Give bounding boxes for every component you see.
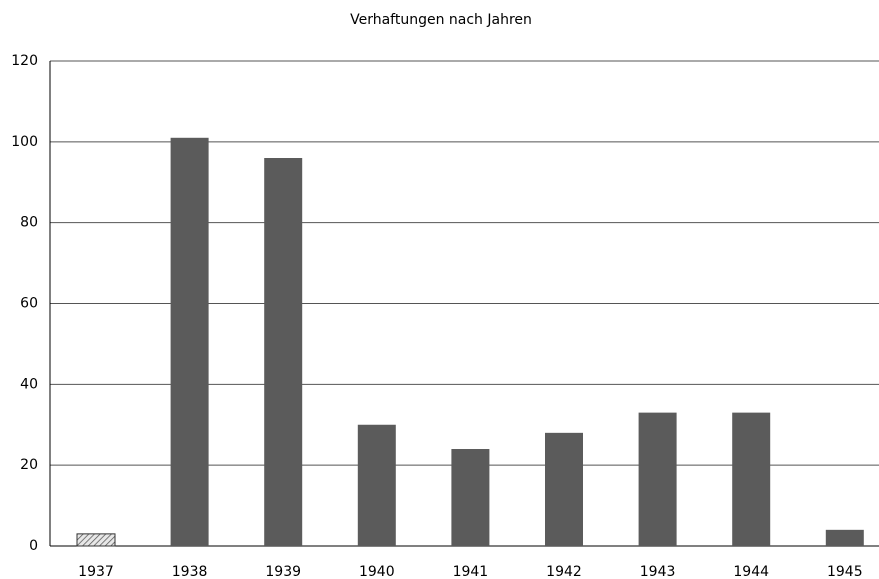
x-tick-label: 1941 xyxy=(453,564,489,579)
x-tick-label: 1945 xyxy=(827,564,863,579)
y-tick-label: 120 xyxy=(11,53,38,69)
bar xyxy=(732,412,771,546)
y-tick-label: 20 xyxy=(20,457,38,473)
chart-title: Verhaftungen nach Jahren xyxy=(350,12,532,28)
x-tick-label: 1939 xyxy=(265,564,301,579)
y-tick-label: 60 xyxy=(20,296,38,312)
y-tick-label: 0 xyxy=(29,538,38,554)
x-tick-label: 1940 xyxy=(359,564,395,579)
x-tick-label: 1942 xyxy=(546,564,582,579)
bar xyxy=(825,529,864,546)
x-tick-label: 1944 xyxy=(733,564,769,579)
bar xyxy=(545,432,583,546)
y-tick-label: 80 xyxy=(20,215,38,231)
x-tick-label: 1937 xyxy=(78,564,114,579)
bar xyxy=(451,449,490,546)
y-tick-label: 100 xyxy=(11,134,38,150)
x-tick-label: 1938 xyxy=(172,564,208,579)
bar xyxy=(638,412,677,546)
y-tick-label: 40 xyxy=(20,376,38,392)
bar xyxy=(170,137,209,546)
bar xyxy=(76,533,116,547)
bar xyxy=(357,424,396,546)
x-tick-label: 1943 xyxy=(640,564,676,579)
bar xyxy=(264,158,303,546)
